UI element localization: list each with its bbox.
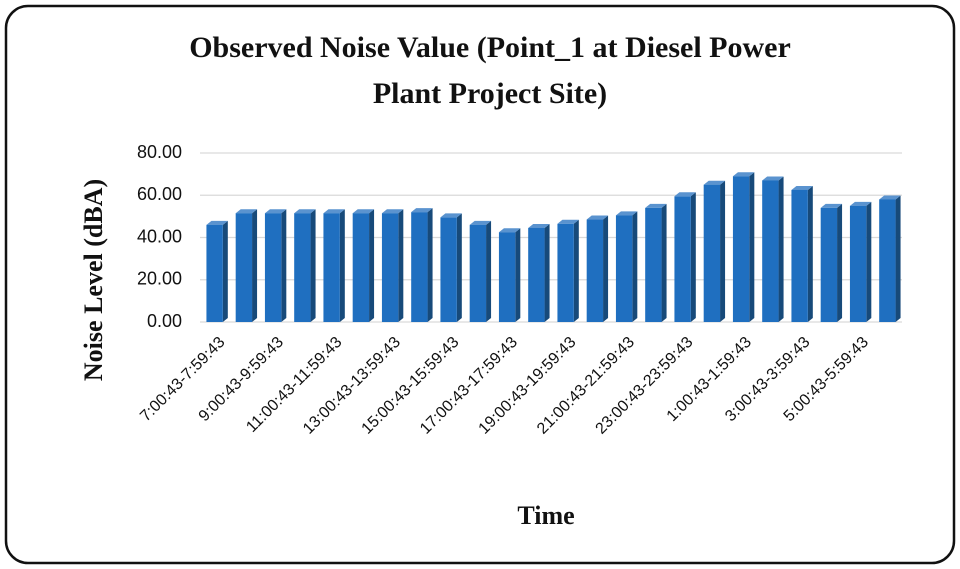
- bar: [645, 207, 662, 322]
- bar: [381, 213, 399, 322]
- bar-top: [294, 209, 316, 214]
- bar-side: [837, 203, 843, 322]
- bar-side: [807, 185, 813, 322]
- bar-top: [879, 195, 901, 200]
- bar: [469, 224, 487, 322]
- bar-top: [849, 201, 872, 206]
- bar-side: [690, 192, 696, 322]
- bar-side: [720, 180, 726, 322]
- bar-top: [820, 203, 843, 208]
- chart-title: Observed Noise Value (Point_1 at Diesel …: [189, 31, 791, 64]
- bar-top: [235, 209, 258, 214]
- bar-side: [486, 220, 492, 322]
- bar-side: [222, 220, 228, 322]
- bar-top: [528, 223, 550, 228]
- bar-side: [603, 215, 609, 322]
- bar: [440, 217, 457, 322]
- bar-top: [498, 228, 521, 233]
- y-tick-label: 80.00: [137, 142, 182, 162]
- bar-side: [895, 195, 901, 322]
- bar-top: [264, 209, 287, 214]
- bar: [235, 213, 253, 322]
- bar-side: [778, 176, 784, 322]
- bar-side: [661, 203, 667, 322]
- bar-top: [674, 192, 696, 197]
- bar-side: [866, 201, 872, 322]
- bar: [294, 213, 311, 322]
- bar: [703, 184, 721, 322]
- bar-top: [557, 219, 579, 224]
- bar-side: [369, 209, 375, 322]
- bar: [352, 213, 370, 322]
- bar-side: [427, 208, 433, 322]
- bar: [732, 176, 750, 322]
- x-axis-label: Time: [517, 501, 574, 530]
- bar-top: [645, 203, 667, 208]
- bar: [498, 232, 516, 322]
- bar-side: [398, 209, 404, 322]
- bar: [674, 196, 691, 322]
- chart-subtitle: Plant Project Site): [373, 77, 607, 110]
- bar-top: [352, 209, 375, 214]
- bar-top: [703, 180, 726, 185]
- y-tick-label: 40.00: [137, 226, 182, 246]
- bar-top: [791, 185, 813, 190]
- bar-top: [469, 220, 492, 225]
- y-tick-label: 60.00: [137, 184, 182, 204]
- bar-side: [456, 213, 462, 322]
- bar: [762, 180, 779, 322]
- bar-side: [515, 228, 521, 322]
- bar: [264, 213, 282, 322]
- bar-top: [615, 211, 638, 216]
- y-tick-label: 0.00: [147, 311, 182, 331]
- bar-side: [632, 211, 638, 322]
- bar: [615, 215, 633, 322]
- bar: [820, 207, 838, 322]
- bar: [557, 223, 574, 322]
- bar: [586, 219, 604, 322]
- bar: [791, 189, 808, 322]
- bar: [528, 227, 545, 322]
- y-axis-label: Noise Level (dBA): [79, 179, 108, 381]
- bar-top: [732, 172, 755, 177]
- bar-side: [281, 209, 287, 322]
- bar: [849, 205, 867, 322]
- bar-side: [310, 209, 316, 322]
- bar-top: [411, 208, 433, 213]
- bar-top: [323, 209, 345, 214]
- bar-top: [381, 209, 404, 214]
- bar-top: [586, 215, 609, 220]
- bar-side: [544, 223, 550, 322]
- bar: [879, 199, 896, 322]
- bar-side: [339, 209, 345, 322]
- bar: [323, 213, 340, 322]
- bar-side: [573, 219, 579, 322]
- bar: [206, 224, 223, 322]
- bar-top: [206, 220, 228, 225]
- bar-side: [749, 172, 755, 322]
- y-tick-label: 20.00: [137, 269, 182, 289]
- bar-side: [252, 209, 258, 322]
- bar-top: [440, 213, 462, 218]
- bar: [411, 212, 428, 322]
- bar-top: [762, 176, 784, 181]
